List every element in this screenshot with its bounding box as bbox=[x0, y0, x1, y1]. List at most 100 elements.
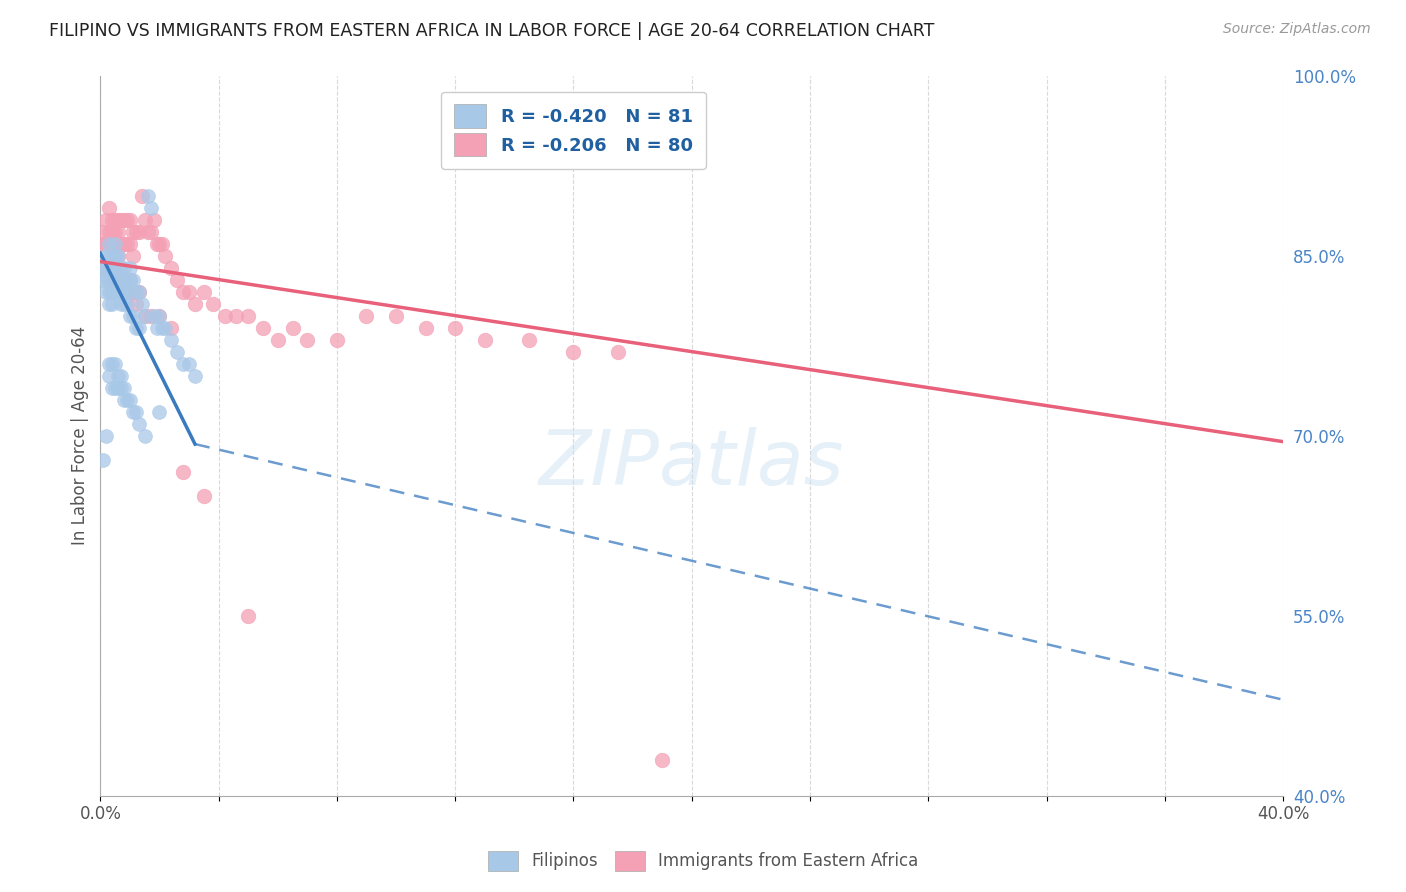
Point bbox=[172, 357, 194, 371]
Point bbox=[96, 272, 118, 286]
Point bbox=[651, 753, 673, 767]
Point bbox=[98, 368, 121, 383]
Point bbox=[152, 320, 174, 334]
Point bbox=[101, 272, 124, 286]
Point bbox=[112, 260, 135, 275]
Point bbox=[115, 392, 138, 407]
Point bbox=[115, 285, 138, 299]
Point bbox=[118, 309, 141, 323]
Point bbox=[297, 333, 319, 347]
Point bbox=[517, 333, 540, 347]
Point bbox=[107, 285, 129, 299]
Point bbox=[96, 260, 118, 275]
Point bbox=[177, 357, 200, 371]
Point bbox=[160, 333, 183, 347]
Point bbox=[110, 260, 132, 275]
Point bbox=[104, 225, 127, 239]
Point bbox=[142, 309, 165, 323]
Point bbox=[96, 428, 118, 442]
Point bbox=[110, 381, 132, 395]
Point bbox=[281, 320, 304, 334]
Point bbox=[112, 285, 135, 299]
Point bbox=[107, 225, 129, 239]
Point bbox=[107, 381, 129, 395]
Point bbox=[177, 285, 200, 299]
Point bbox=[104, 249, 127, 263]
Point bbox=[112, 381, 135, 395]
Point bbox=[145, 236, 167, 251]
Point bbox=[166, 344, 188, 359]
Point bbox=[110, 285, 132, 299]
Point bbox=[118, 212, 141, 227]
Point bbox=[184, 368, 207, 383]
Point bbox=[98, 236, 121, 251]
Text: Source: ZipAtlas.com: Source: ZipAtlas.com bbox=[1223, 22, 1371, 37]
Point bbox=[91, 452, 114, 467]
Point bbox=[118, 260, 141, 275]
Point bbox=[104, 249, 127, 263]
Point bbox=[444, 320, 467, 334]
Point bbox=[112, 392, 135, 407]
Point bbox=[101, 225, 124, 239]
Point bbox=[139, 309, 162, 323]
Point bbox=[172, 465, 194, 479]
Point bbox=[107, 368, 129, 383]
Point bbox=[112, 285, 135, 299]
Point bbox=[107, 212, 129, 227]
Point bbox=[107, 249, 129, 263]
Point bbox=[98, 236, 121, 251]
Point bbox=[112, 212, 135, 227]
Point bbox=[101, 212, 124, 227]
Point bbox=[238, 608, 260, 623]
Point bbox=[131, 188, 153, 202]
Point bbox=[125, 296, 148, 310]
Point bbox=[98, 260, 121, 275]
Point bbox=[98, 249, 121, 263]
Point bbox=[139, 201, 162, 215]
Point bbox=[155, 249, 177, 263]
Point bbox=[115, 236, 138, 251]
Point bbox=[107, 272, 129, 286]
Point bbox=[101, 236, 124, 251]
Point bbox=[134, 428, 156, 442]
Point bbox=[104, 285, 127, 299]
Point bbox=[115, 272, 138, 286]
Point bbox=[267, 333, 290, 347]
Point bbox=[101, 381, 124, 395]
Point bbox=[104, 212, 127, 227]
Point bbox=[112, 296, 135, 310]
Point bbox=[122, 285, 145, 299]
Point bbox=[122, 404, 145, 418]
Point bbox=[110, 296, 132, 310]
Point bbox=[238, 309, 260, 323]
Point bbox=[252, 320, 274, 334]
Point bbox=[96, 212, 118, 227]
Point bbox=[385, 309, 408, 323]
Point bbox=[125, 225, 148, 239]
Point bbox=[128, 225, 150, 239]
Point bbox=[110, 212, 132, 227]
Point bbox=[125, 285, 148, 299]
Point bbox=[118, 236, 141, 251]
Point bbox=[101, 357, 124, 371]
Point bbox=[152, 236, 174, 251]
Point bbox=[125, 320, 148, 334]
Point bbox=[136, 188, 159, 202]
Point bbox=[101, 260, 124, 275]
Point bbox=[139, 225, 162, 239]
Point bbox=[184, 296, 207, 310]
Legend: R = -0.420   N = 81, R = -0.206   N = 80: R = -0.420 N = 81, R = -0.206 N = 80 bbox=[441, 92, 706, 169]
Point bbox=[107, 249, 129, 263]
Point bbox=[110, 368, 132, 383]
Legend: Filipinos, Immigrants from Eastern Africa: Filipinos, Immigrants from Eastern Afric… bbox=[479, 842, 927, 880]
Point bbox=[101, 249, 124, 263]
Point bbox=[148, 236, 170, 251]
Point bbox=[122, 272, 145, 286]
Point bbox=[128, 417, 150, 431]
Point bbox=[193, 489, 215, 503]
Point bbox=[98, 260, 121, 275]
Point bbox=[142, 212, 165, 227]
Point bbox=[214, 309, 236, 323]
Point bbox=[201, 296, 224, 310]
Point bbox=[91, 225, 114, 239]
